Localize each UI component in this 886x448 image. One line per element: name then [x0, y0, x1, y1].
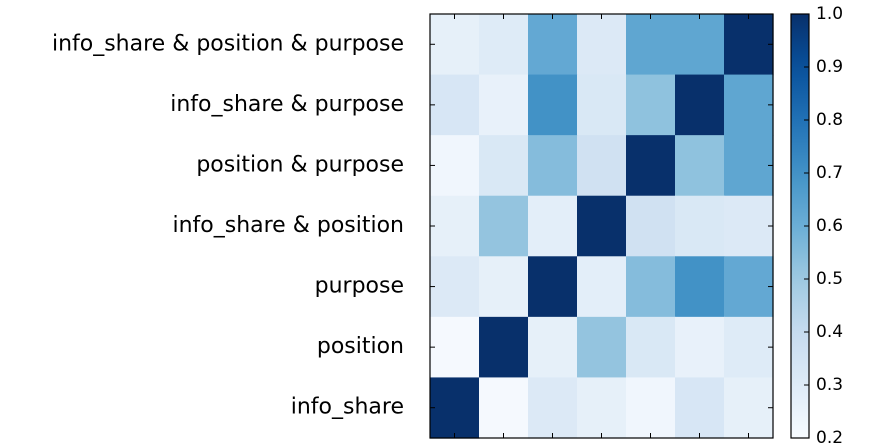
heatmap-cell-info-share-and-position--position-and-purpose — [626, 195, 676, 257]
heatmap-cell-purpose--purpose — [528, 256, 578, 318]
heatmap-cell-info-share-and-position-and-purpose--info-share — [430, 14, 480, 76]
heatmap-cell-info-share-and-position-and-purpose--purpose — [528, 14, 578, 76]
heatmap-cell-position-and-purpose--info-share-and-position-and-purpose — [724, 135, 774, 197]
heatmap-cell-purpose--info-share — [430, 256, 480, 318]
colorbar: 0.2 0.3 0.4 0.5 0.6 0.7 0.8 0.9 1.0 — [790, 4, 843, 448]
colorbar-tick-label: 0.8 — [816, 110, 843, 130]
row-label-purpose: purpose — [315, 274, 404, 299]
row-label-info-share-and-purpose: info_share & purpose — [170, 92, 404, 117]
colorbar-tick-label: 0.2 — [816, 428, 843, 448]
heatmap-cell-position-and-purpose--purpose — [528, 135, 578, 197]
heatmap-cell-info-share-and-position--purpose — [528, 195, 578, 257]
heatmap-cell-position-and-purpose--position-and-purpose — [626, 135, 676, 197]
colorbar-tick-label: 0.6 — [816, 216, 843, 236]
heatmap-cell-info-share-and-position-and-purpose--info-share-and-position-and-purpose — [724, 14, 774, 76]
heatmap-cell-info-share-and-position-and-purpose--info-share-and-purpose — [675, 14, 725, 76]
heatmap-cell-info-share-and-position--info-share-and-position-and-purpose — [724, 195, 774, 257]
heatmap-cell-position-and-purpose--position — [479, 135, 529, 197]
heatmap-cell-purpose--info-share-and-purpose — [675, 256, 725, 318]
heatmap-cell-info-share-and-position-and-purpose--info-share-and-position — [577, 14, 627, 76]
heatmap-cell-purpose--info-share-and-position — [577, 256, 627, 318]
heatmap-cell-info-share--info-share-and-position — [577, 377, 627, 439]
heatmap-cell-info-share-and-purpose--info-share-and-purpose — [675, 74, 725, 136]
heatmap-cell-info-share--info-share-and-purpose — [675, 377, 725, 439]
heatmap-cell-position--purpose — [528, 316, 578, 379]
colorbar-tick-label: 0.9 — [816, 57, 843, 77]
colorbar-tick-label: 0.4 — [816, 322, 843, 342]
heatmap-cell-info-share-and-purpose--info-share — [430, 74, 480, 136]
heatmap-cell-info-share-and-position-and-purpose--position — [479, 14, 529, 76]
heatmap-cell-info-share-and-purpose--purpose — [528, 74, 578, 136]
colorbar-tick-label: 0.5 — [816, 269, 843, 289]
heatmap-axes — [429, 13, 774, 439]
heatmap-cell-position-and-purpose--info-share — [430, 135, 480, 197]
heatmap-cell-position--position — [479, 316, 529, 379]
heatmap-cell-info-share-and-purpose--position-and-purpose — [626, 74, 676, 136]
heatmap-cell-purpose--position — [479, 256, 529, 318]
heatmap-cell-position--info-share-and-purpose — [675, 316, 725, 379]
heatmap-cells — [430, 14, 774, 439]
heatmap-row-labels: info_share & position & purpose info_shar… — [52, 31, 404, 419]
heatmap-cell-position--info-share — [430, 316, 480, 379]
heatmap-cell-info-share-and-position--info-share-and-position — [577, 195, 627, 257]
heatmap-cell-position--position-and-purpose — [626, 316, 676, 379]
row-label-info-share: info_share — [291, 395, 404, 420]
heatmap-cell-info-share-and-position--info-share-and-purpose — [675, 195, 725, 257]
row-label-position: position — [317, 334, 404, 359]
row-label-info-share-and-position-and-purpose: info_share & position & purpose — [52, 31, 404, 56]
heatmap-cell-info-share--info-share — [430, 377, 480, 439]
heatmap-cell-info-share-and-purpose--info-share-and-position-and-purpose — [724, 74, 774, 136]
heatmap-cell-info-share--position — [479, 377, 529, 439]
heatmap-cell-info-share--position-and-purpose — [626, 377, 676, 439]
colorbar-tick-label: 0.3 — [816, 375, 843, 395]
heatmap-cell-purpose--info-share-and-position-and-purpose — [724, 256, 774, 318]
colorbar-tick-label: 1.0 — [816, 4, 843, 24]
heatmap-cell-info-share-and-position--position — [479, 195, 529, 257]
heatmap-cell-info-share-and-purpose--position — [479, 74, 529, 136]
colorbar-tick-label: 0.7 — [816, 163, 843, 183]
heatmap-cell-purpose--position-and-purpose — [626, 256, 676, 318]
row-label-info-share-and-position: info_share & position — [172, 213, 404, 238]
heatmap-cell-info-share--info-share-and-position-and-purpose — [724, 377, 774, 439]
row-label-position-and-purpose: position & purpose — [196, 152, 404, 177]
heatmap-cell-position-and-purpose--info-share-and-position — [577, 135, 627, 197]
heatmap-cell-position--info-share-and-position — [577, 316, 627, 379]
heatmap-cell-info-share--purpose — [528, 377, 578, 439]
heatmap-cell-info-share-and-position--info-share — [430, 195, 480, 257]
heatmap-cell-position-and-purpose--info-share-and-purpose — [675, 135, 725, 197]
heatmap-cell-info-share-and-purpose--info-share-and-position — [577, 74, 627, 136]
heatmap-cell-position--info-share-and-position-and-purpose — [724, 316, 774, 379]
heatmap-cell-info-share-and-position-and-purpose--position-and-purpose — [626, 14, 676, 76]
